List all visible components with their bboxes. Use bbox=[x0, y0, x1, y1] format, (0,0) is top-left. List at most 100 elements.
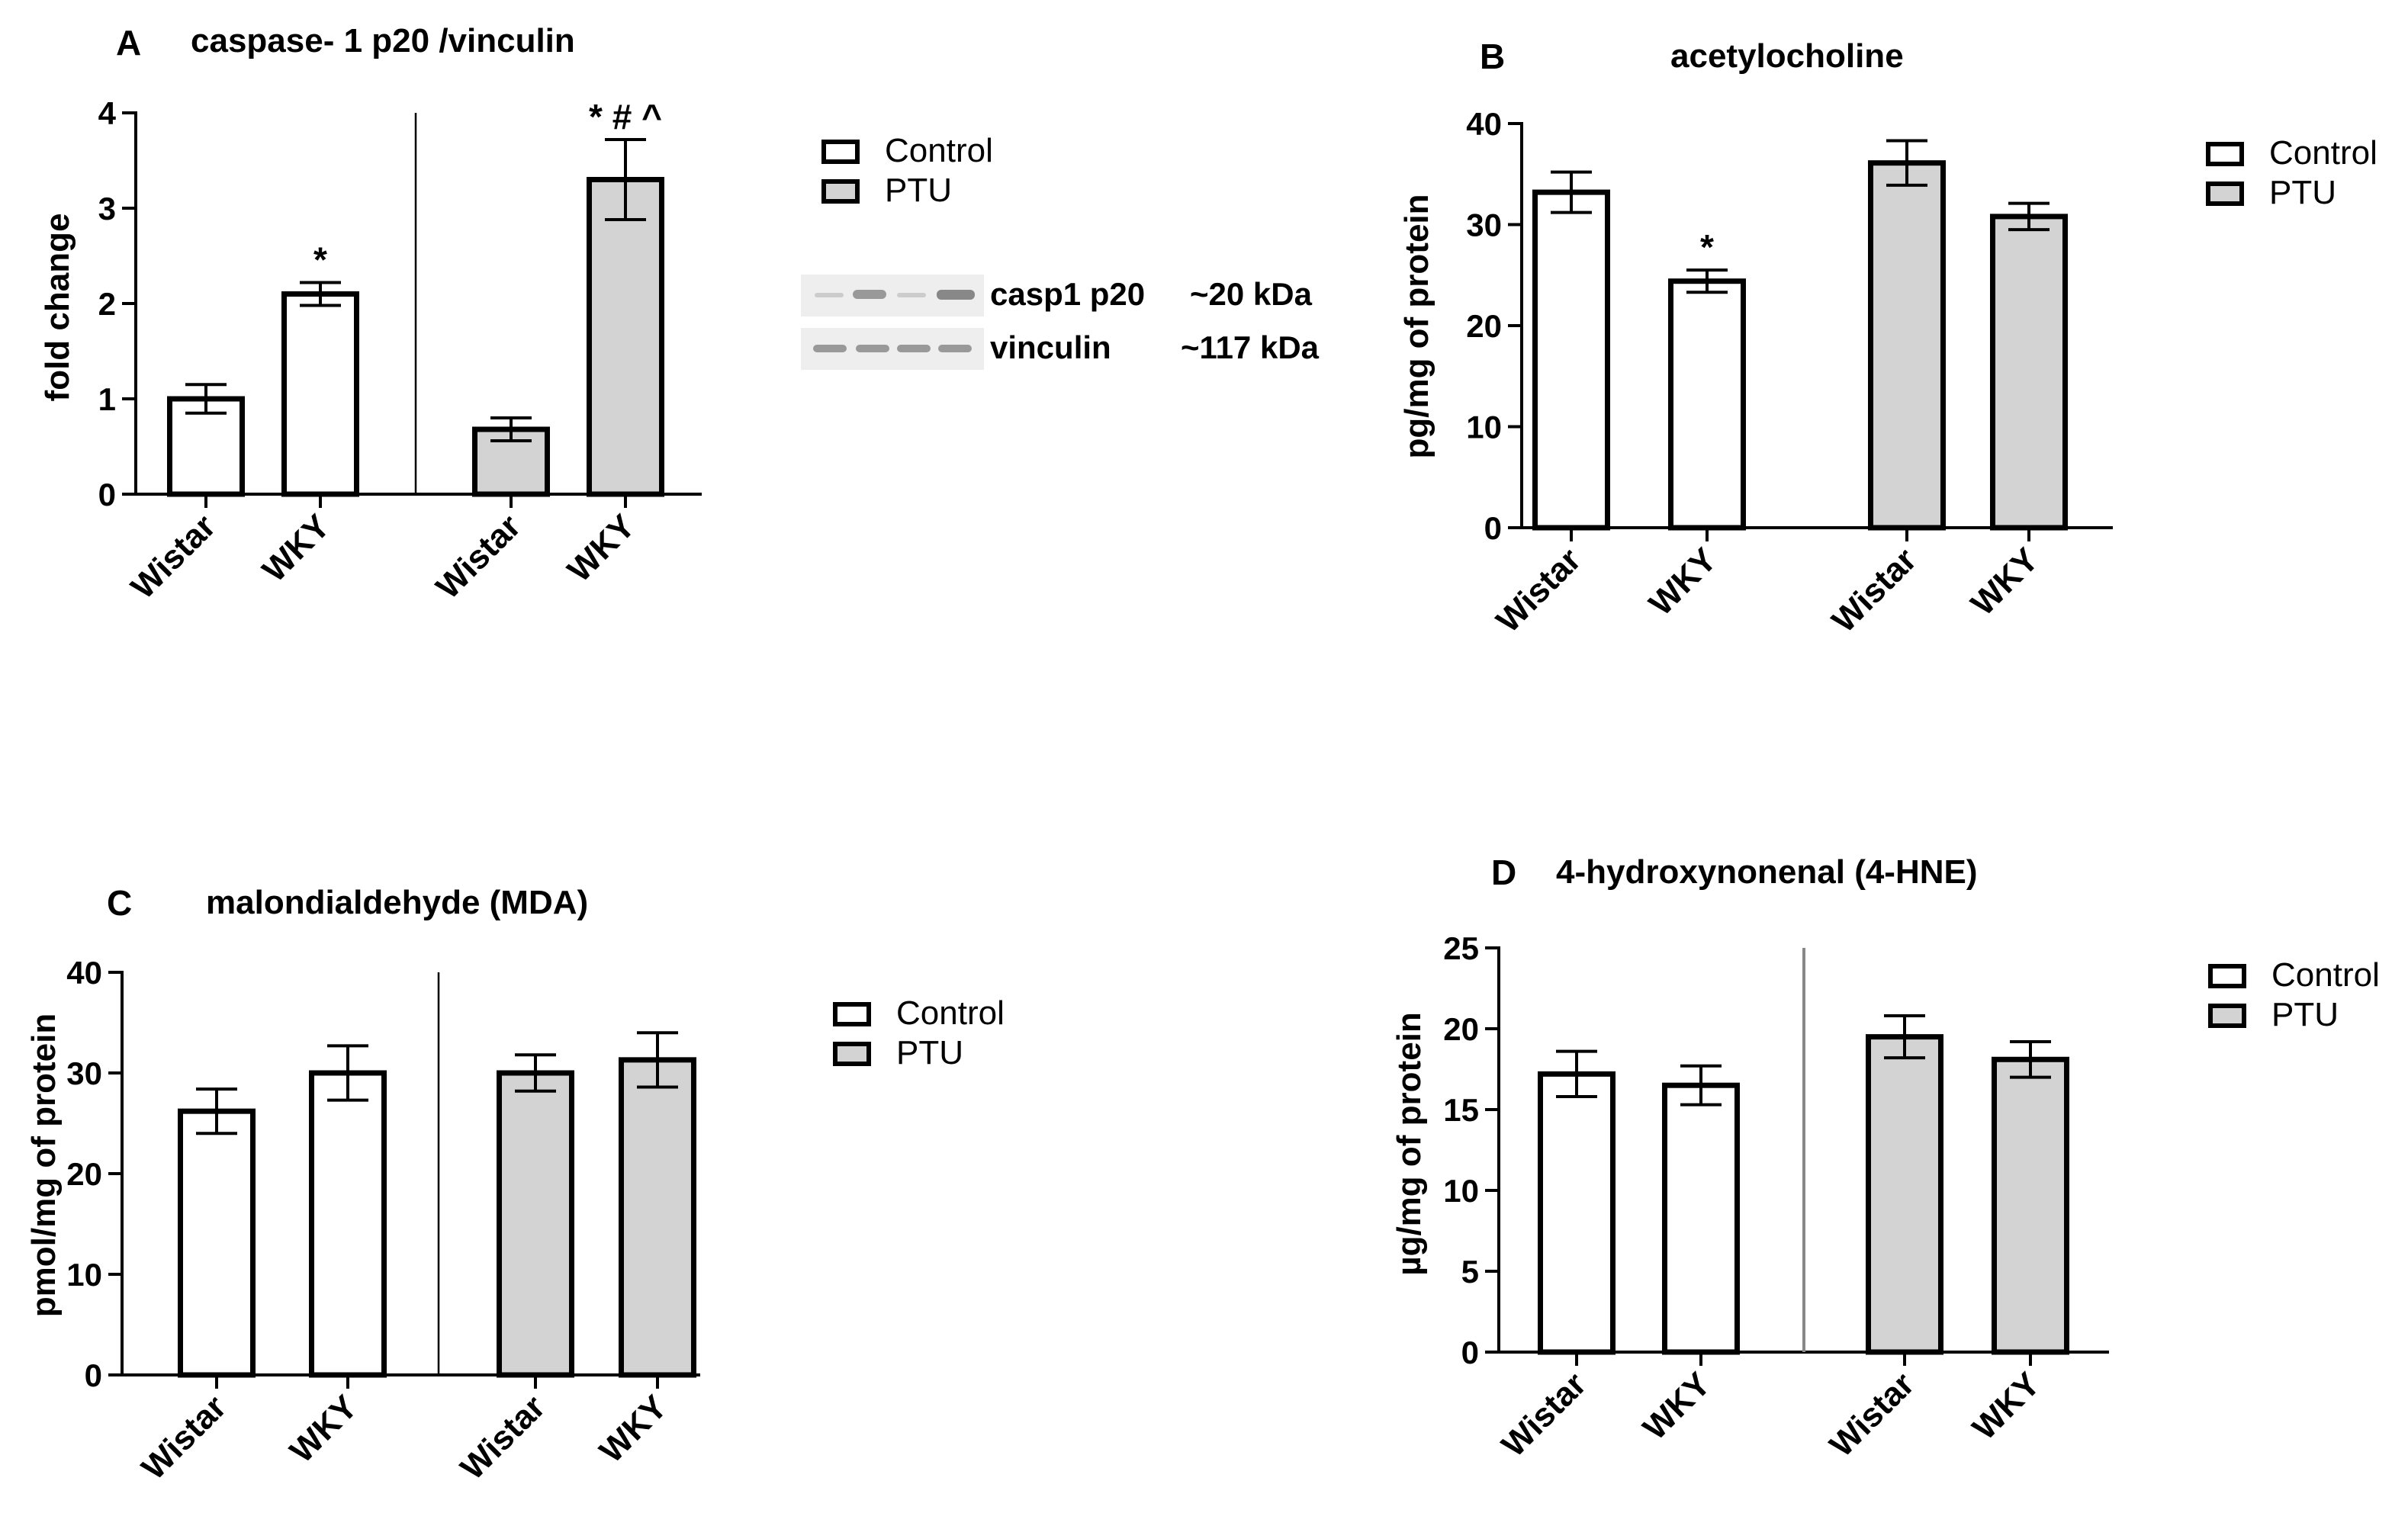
panel-b-bar-0 bbox=[1532, 189, 1610, 531]
blot-bands bbox=[813, 290, 975, 352]
panel-c-y-axis-label: pmol/mg of protein bbox=[25, 1013, 63, 1317]
panel-c-x-tick-label-3: WKY bbox=[593, 1388, 674, 1470]
panel-c-y-tick-label-2: 20 bbox=[66, 1156, 102, 1192]
blot-band bbox=[813, 345, 847, 352]
panel-c-bar-3 bbox=[619, 1057, 696, 1378]
panel-b-x-tick-label-1: WKY bbox=[1642, 541, 1724, 622]
panel-letter-a: A bbox=[116, 23, 141, 63]
blot-label-vinculin: vinculin bbox=[990, 329, 1111, 365]
panel-d-bar-1 bbox=[1662, 1082, 1740, 1355]
panel-b-x-tick-label-2: Wistar bbox=[1825, 541, 1924, 639]
panel-a-annotation-3: * # ^ bbox=[589, 97, 662, 137]
panel-d-legend-label-ptu: PTU bbox=[2271, 996, 2339, 1033]
panel-b-y-tick-label-3: 30 bbox=[1466, 207, 1502, 243]
panel-a-y-tick-label-0: 0 bbox=[98, 477, 116, 512]
panel-b-legend-swatch-ptu bbox=[2206, 181, 2244, 206]
panel-b-x-tick-label-0: Wistar bbox=[1490, 541, 1588, 639]
panel-d-x-tick-label-0: Wistar bbox=[1495, 1365, 1593, 1463]
panel-a-legend-label-ptu: PTU bbox=[885, 172, 952, 209]
panel-c-legend-label-ptu: PTU bbox=[896, 1034, 963, 1071]
panel-b-x-tick-label-3: WKY bbox=[1964, 541, 2046, 622]
western-blot: casp1 p20 ~20 kDa vinculin ~117 kDa bbox=[801, 275, 1320, 370]
panel-b-y-axis-label: pg/mg of protein bbox=[1398, 194, 1435, 458]
panel-d-y-tick-label-2: 10 bbox=[1443, 1173, 1479, 1209]
panel-c-y-tick-label-0: 0 bbox=[85, 1357, 102, 1393]
blot-band bbox=[897, 293, 926, 297]
panel-d-bar-3 bbox=[1992, 1056, 2069, 1355]
blot-band bbox=[897, 345, 931, 352]
panel-c-bar-1 bbox=[309, 1070, 387, 1378]
panel-c-x-tick-label-2: Wistar bbox=[454, 1388, 552, 1486]
panel-a-y-tick-label-3: 3 bbox=[98, 191, 116, 226]
panel-d: D 4-hydroxynonenal (4-HNE) µg/mg of prot… bbox=[1390, 853, 2380, 1464]
panel-d-y-tick-label-0: 0 bbox=[1461, 1335, 1479, 1370]
panel-b: B acetylocholine pg/mg of protein Wistar… bbox=[1398, 37, 2377, 640]
panel-letter-b: B bbox=[1480, 37, 1505, 76]
panel-c-x-tick-label-0: Wistar bbox=[135, 1388, 233, 1486]
panel-a-bar-3 bbox=[587, 177, 664, 497]
panel-d-legend-swatch-control bbox=[2208, 964, 2246, 988]
blot-band bbox=[853, 290, 886, 299]
panel-a-legend-swatch-control bbox=[821, 140, 860, 164]
panel-c: C malondialdehyde (MDA) pmol/mg of prote… bbox=[25, 883, 1005, 1487]
blot-band bbox=[937, 290, 975, 300]
panel-b-y-tick-label-2: 20 bbox=[1466, 308, 1502, 344]
panel-a-x-tick-label-2: Wistar bbox=[429, 507, 528, 605]
panel-letter-c: C bbox=[107, 883, 132, 923]
panel-b-title: acetylocholine bbox=[1670, 37, 1904, 75]
panel-d-legend-label-control: Control bbox=[2271, 956, 2380, 994]
panel-a: A caspase- 1 p20 /vinculin fold change W… bbox=[39, 22, 993, 606]
panel-d-y-tick-label-5: 25 bbox=[1443, 930, 1479, 966]
panel-d-x-tick-label-3: WKY bbox=[1966, 1365, 2047, 1447]
panel-letter-d: D bbox=[1491, 853, 1516, 892]
panel-c-y-tick-label-4: 40 bbox=[66, 955, 102, 991]
panel-d-legend-swatch-ptu bbox=[2208, 1004, 2246, 1028]
panel-c-y-tick-label-1: 10 bbox=[66, 1257, 102, 1293]
panel-a-legend-label-control: Control bbox=[885, 132, 993, 169]
blot-label-casp1: casp1 p20 bbox=[990, 276, 1145, 312]
panel-b-y-tick-label-4: 40 bbox=[1466, 106, 1502, 142]
panel-b-bar-3 bbox=[1990, 214, 2068, 531]
panel-c-bar-2 bbox=[497, 1070, 574, 1378]
panel-a-annotation-1: * bbox=[313, 240, 327, 280]
panel-a-legend-swatch-ptu bbox=[821, 179, 860, 204]
panel-d-bar-0 bbox=[1538, 1071, 1616, 1355]
panel-b-y-tick-label-1: 10 bbox=[1466, 410, 1502, 445]
panel-b-bar-1 bbox=[1668, 278, 1746, 531]
panel-a-y-tick-label-4: 4 bbox=[98, 95, 117, 131]
panel-d-y-tick-label-3: 15 bbox=[1443, 1092, 1479, 1128]
panel-b-legend-label-ptu: PTU bbox=[2269, 174, 2336, 211]
panel-c-x-tick-label-1: WKY bbox=[283, 1388, 365, 1470]
panel-d-x-tick-label-1: WKY bbox=[1636, 1365, 1718, 1447]
panel-a-y-axis-label: fold change bbox=[39, 214, 76, 402]
panel-d-bar-2 bbox=[1866, 1034, 1943, 1355]
blot-size-casp1: ~20 kDa bbox=[1190, 276, 1313, 312]
blot-size-vinculin: ~117 kDa bbox=[1181, 329, 1320, 365]
panel-c-bar-0 bbox=[178, 1108, 256, 1378]
panel-c-legend-swatch-control bbox=[833, 1002, 871, 1026]
panel-b-y-tick-label-0: 0 bbox=[1484, 510, 1502, 546]
panel-a-title: caspase- 1 p20 /vinculin bbox=[191, 22, 575, 59]
panel-d-title: 4-hydroxynonenal (4-HNE) bbox=[1556, 853, 1978, 891]
panel-a-x-tick-label-0: Wistar bbox=[124, 507, 223, 605]
panel-a-y-tick-label-2: 2 bbox=[98, 286, 116, 322]
panel-b-legend-label-control: Control bbox=[2269, 134, 2377, 172]
panel-c-legend-swatch-ptu bbox=[833, 1042, 871, 1066]
panel-a-x-tick-label-1: WKY bbox=[256, 507, 337, 589]
blot-band bbox=[938, 345, 972, 352]
panel-b-annotation-1: * bbox=[1700, 227, 1714, 267]
blot-band bbox=[856, 345, 889, 352]
panel-a-x-tick-label-3: WKY bbox=[561, 507, 642, 589]
panel-d-y-tick-label-1: 5 bbox=[1461, 1254, 1479, 1290]
panel-d-y-tick-label-4: 20 bbox=[1443, 1011, 1479, 1047]
panel-b-legend-swatch-control bbox=[2206, 142, 2244, 166]
panel-d-x-tick-label-2: Wistar bbox=[1823, 1365, 1921, 1463]
